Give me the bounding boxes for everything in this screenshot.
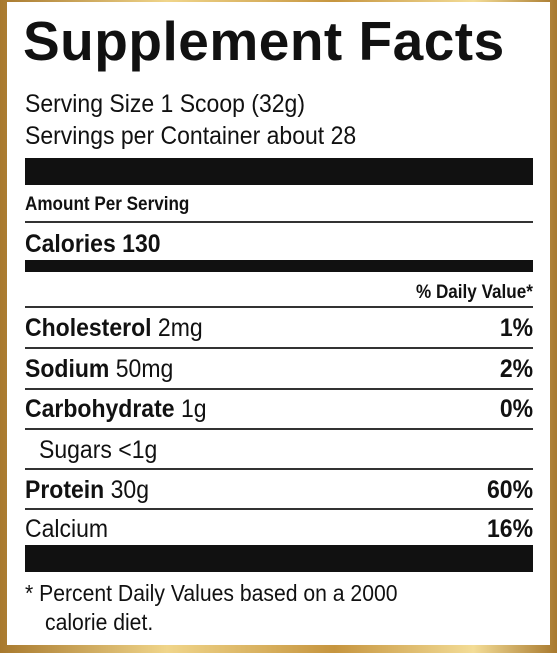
nutrient-row: Protein 30g [25,478,149,503]
daily-value: 16% [486,515,533,543]
daily-value: 0% [499,395,533,423]
nutrient-amount: 1g [180,395,207,423]
nutrient-name: Cholesterol [25,314,152,342]
calories: Calories 130 [25,232,161,257]
nutrient-row: Cholesterol 2mg [25,316,203,341]
nutrient-row: Carbohydrate 1g [25,397,207,422]
daily-value-header: % Daily Value* [416,282,533,303]
rule [25,306,533,308]
nutrient-name: Sodium [25,355,110,383]
footnote-line: * Percent Daily Values based on a 2000 [25,580,398,606]
nutrient-name: Calcium [25,515,109,543]
nutrient-row: Sugars <1g [39,438,157,463]
nutrient-row: Sodium 50mg [25,357,173,382]
nutrient-row: Calcium [25,517,108,542]
rule [25,221,533,223]
servings-per-container: Servings per Container about 28 [25,122,357,150]
thick-bar [25,545,533,572]
footnote-line: calorie diet. [45,609,154,635]
rule [25,508,533,510]
nutrient-amount: <1g [118,436,158,464]
thick-bar [25,158,533,185]
nutrient-amount: 2mg [157,314,203,342]
supplement-facts-label: Supplement Facts Serving Size 1 Scoop (3… [7,2,550,645]
daily-value: 1% [499,314,533,342]
medium-bar [25,260,533,272]
daily-value: 60% [486,476,533,504]
nutrient-amount: 50mg [115,355,174,383]
title: Supplement Facts [23,10,505,72]
rule [25,468,533,470]
nutrient-name: Carbohydrate [25,395,175,423]
rule [25,388,533,390]
serving-size: Serving Size 1 Scoop (32g) [25,90,305,118]
nutrient-amount: 30g [110,476,150,504]
rule [25,347,533,349]
nutrient-name: Protein [25,476,105,504]
daily-value: 2% [499,355,533,383]
nutrient-name: Sugars [39,436,112,464]
calories-label: Calories [25,230,116,258]
amount-per-serving: Amount Per Serving [25,194,190,215]
rule [25,428,533,430]
calories-value: 130 [122,230,161,258]
